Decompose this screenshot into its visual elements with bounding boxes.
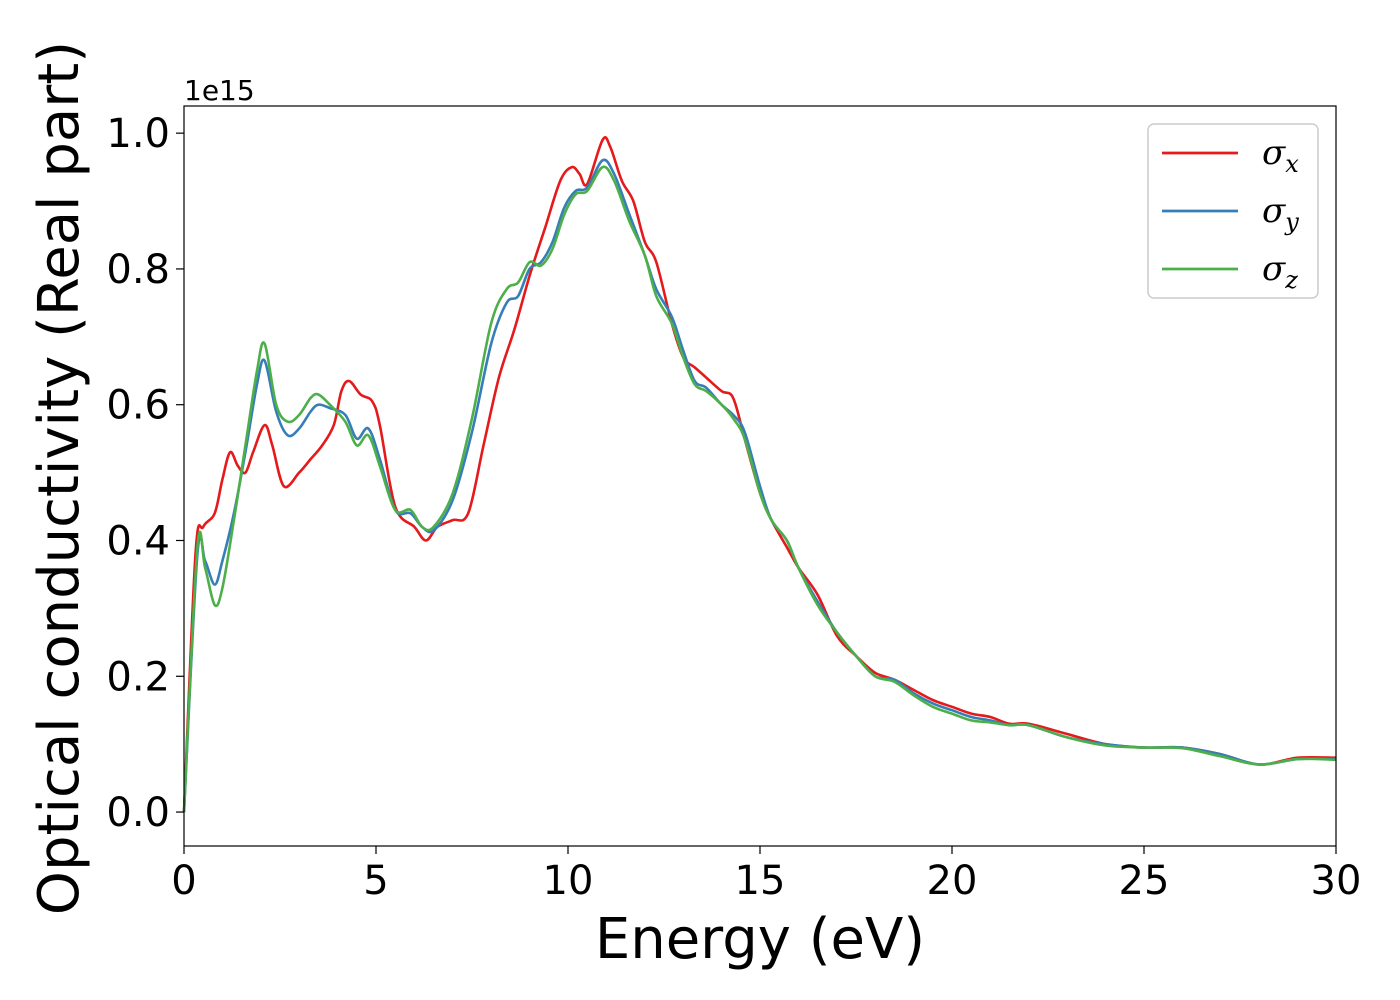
y-tick-label: 0.8: [106, 247, 170, 293]
x-axis-title: Energy (eV): [595, 907, 925, 972]
x-tick-label: 25: [1119, 858, 1170, 904]
series-lines: [182, 136, 1337, 813]
x-tick-label: 0: [171, 858, 196, 904]
series-line-y: [182, 158, 1337, 813]
y-tick-label: 0.6: [106, 383, 170, 429]
legend: σx σy σz: [1147, 123, 1319, 299]
series-line-x: [182, 136, 1337, 813]
x-axis-ticks: 0 5 10 15 20 25 30: [171, 846, 1361, 904]
legend-label-y: σy: [1262, 191, 1299, 236]
x-tick-label: 20: [927, 858, 978, 904]
x-tick-label: 10: [543, 858, 594, 904]
y-axis-ticks: 0.0 0.2 0.4 0.6 0.8 1.0: [106, 111, 184, 836]
y-tick-label: 0.4: [106, 518, 170, 564]
y-tick-label: 1.0: [106, 111, 170, 157]
legend-label-x: σx: [1262, 133, 1299, 178]
series-line-z: [182, 165, 1337, 813]
y-tick-label: 0.0: [106, 790, 170, 836]
x-tick-label: 5: [363, 858, 388, 904]
x-tick-label: 15: [735, 858, 786, 904]
x-tick-label: 30: [1311, 858, 1362, 904]
y-axis-title: Optical conductivity (Real part): [27, 41, 92, 915]
y-tick-label: 0.2: [106, 654, 170, 700]
legend-label-z: σz: [1262, 249, 1298, 294]
y-offset-label: 1e15: [184, 74, 255, 107]
